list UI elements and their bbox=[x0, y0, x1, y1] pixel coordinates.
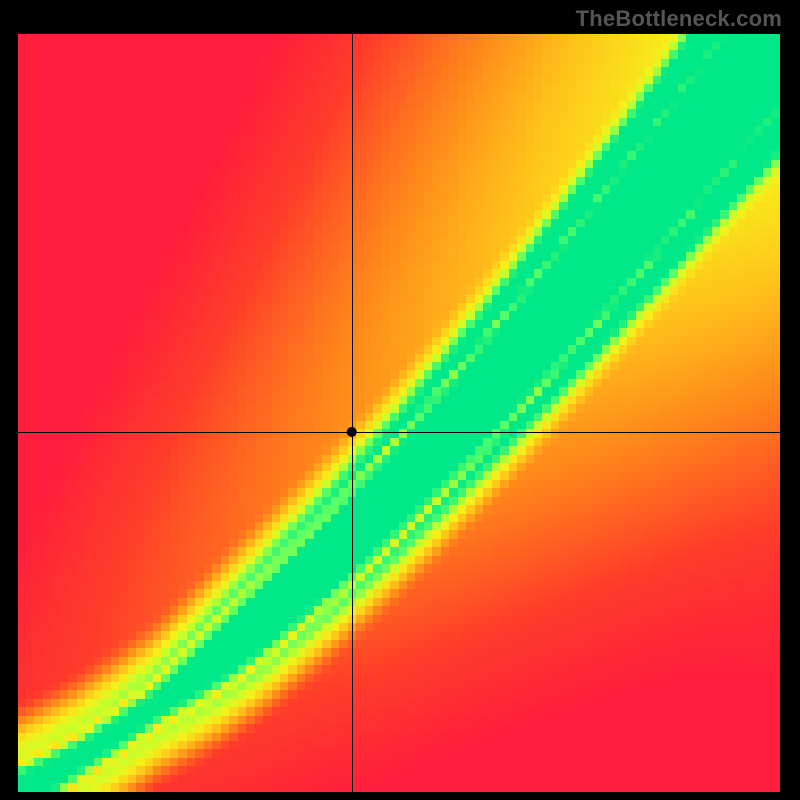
chart-frame: { "watermark": { "text": "TheBottleneck.… bbox=[0, 0, 800, 800]
watermark-text: TheBottleneck.com bbox=[576, 6, 782, 32]
bottleneck-heatmap bbox=[18, 34, 780, 792]
